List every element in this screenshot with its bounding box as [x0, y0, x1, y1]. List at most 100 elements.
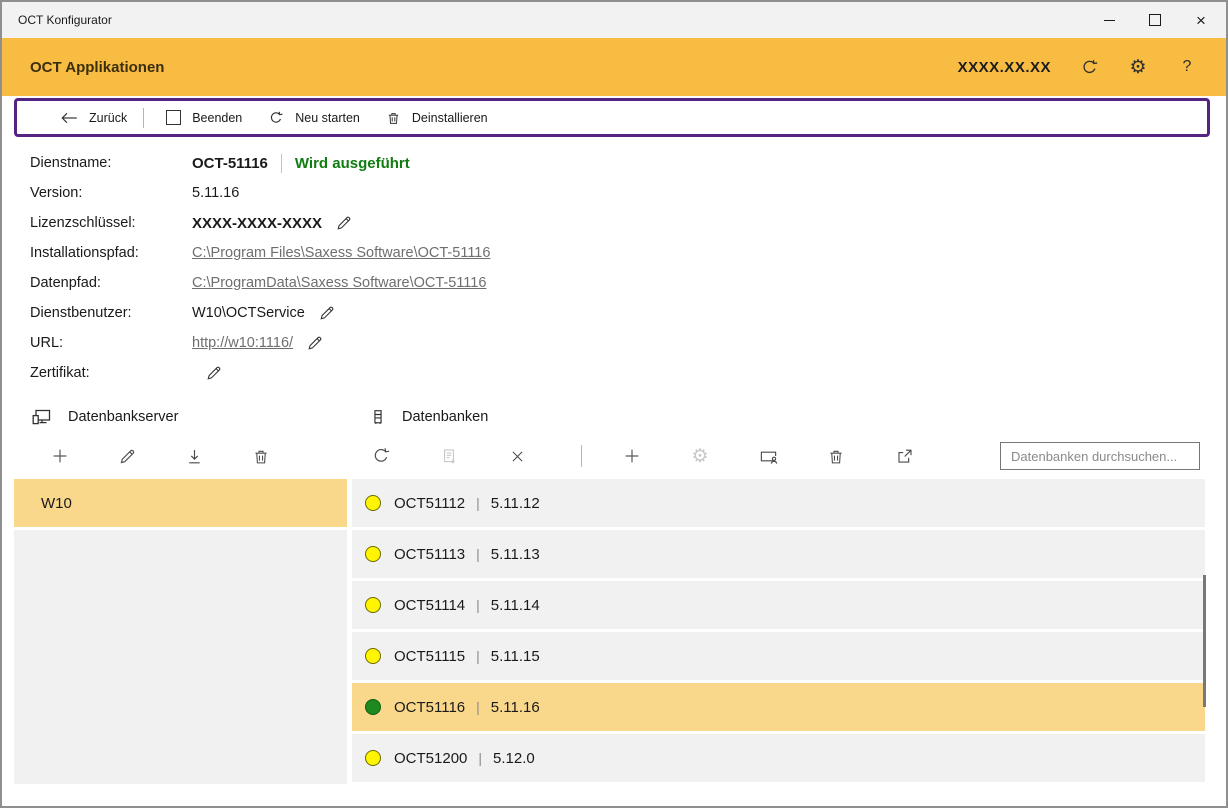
database-status-dot-yellow: [365, 597, 381, 613]
back-button[interactable]: Zurück: [61, 111, 127, 125]
name-version-divider: |: [476, 699, 480, 715]
help-icon[interactable]: ?: [1182, 58, 1192, 75]
database-name: OCT51114: [394, 596, 466, 614]
database-list-item[interactable]: OCT51112 | 5.11.12: [352, 479, 1205, 527]
database-version: 5.11.16: [490, 698, 540, 716]
maximize-icon: [1149, 14, 1161, 26]
detail-value: C:\ProgramData\Saxess Software\OCT-51116: [192, 275, 486, 291]
detail-label: Zertifikat:: [30, 365, 90, 381]
database-version: 5.11.15: [490, 647, 540, 665]
database-name: OCT51200: [394, 749, 468, 767]
detail-text: 5.11.16: [192, 185, 240, 201]
database-status-dot-yellow: [365, 648, 381, 664]
database-list-item[interactable]: OCT51114 | 5.11.14: [352, 581, 1205, 629]
maximize-button[interactable]: [1132, 2, 1178, 38]
detail-row: URL: http://w10:1116/: [30, 328, 490, 358]
delete-server-icon[interactable]: [248, 443, 274, 469]
delete-database-icon[interactable]: [823, 443, 849, 469]
database-list-item[interactable]: OCT51116 | 5.11.16: [352, 683, 1205, 731]
databases-panel-title: Datenbanken: [402, 409, 489, 425]
status-divider: [280, 153, 282, 173]
detail-label: Installationspfad:: [30, 245, 139, 261]
database-list: OCT51112 | 5.11.12 OCT51113 | 5.11.13 OCT51114…: [352, 478, 1205, 784]
database-list-item[interactable]: OCT51115 | 5.11.15: [352, 632, 1205, 680]
refresh-databases-icon[interactable]: [368, 443, 394, 469]
server-list-filler: [14, 530, 347, 784]
restart-service-button[interactable]: Neu starten: [268, 110, 360, 126]
close-button[interactable]: ×: [1178, 2, 1224, 38]
detail-text: OCT-51116: [192, 154, 268, 172]
share-database-icon[interactable]: [891, 443, 917, 469]
settings-gear-icon[interactable]: ⚙: [1129, 56, 1147, 78]
stop-service-button[interactable]: Beenden: [166, 110, 242, 125]
database-status-dot-green: [365, 699, 381, 715]
detail-text: W10\OCTService: [192, 305, 305, 321]
uninstall-label: Deinstallieren: [411, 110, 488, 125]
detail-label: Dienstname:: [30, 155, 112, 171]
command-bar-divider: [143, 107, 145, 128]
detail-row: Datenpfad: C:\ProgramData\Saxess Software…: [30, 268, 490, 298]
database-version: 5.12.0: [493, 749, 535, 767]
edit-pencil-icon[interactable]: [335, 214, 353, 232]
database-list-item[interactable]: OCT51113 | 5.11.13: [352, 530, 1205, 578]
app-header: OCT Applikationen XXXX.XX.XX ⚙ ?: [2, 38, 1226, 96]
detail-text: XXXX-XXXX-XXXX: [192, 214, 323, 232]
server-list-item[interactable]: W10: [14, 479, 347, 527]
detail-value: OCT-51116 Wird ausgeführt: [192, 153, 410, 173]
servers-panel-header: Datenbankserver: [14, 400, 347, 434]
databases-toolbar-divider: [581, 445, 582, 467]
databases-panel-header: Datenbanken: [352, 400, 1205, 434]
databases-toolbar: ⚙: [352, 434, 1205, 478]
detail-value: 5.11.16: [192, 185, 239, 201]
servers-panel-title: Datenbankserver: [68, 409, 179, 425]
database-list-item[interactable]: OCT51200 | 5.12.0: [352, 734, 1205, 782]
database-status-dot-yellow: [365, 495, 381, 511]
trash-icon: [388, 112, 399, 124]
edit-pencil-icon[interactable]: [306, 334, 324, 352]
report-export-icon-disabled[interactable]: [436, 443, 462, 469]
database-status-dot-yellow: [365, 546, 381, 562]
close-database-icon[interactable]: [504, 443, 530, 469]
detail-row: Zertifikat:: [30, 358, 490, 388]
app-version: XXXX.XX.XX: [957, 58, 1051, 76]
back-arrow-icon: [61, 112, 77, 123]
databases-panel: Datenbanken: [352, 400, 1205, 784]
detail-value: C:\Program Files\Saxess Software\OCT-511…: [192, 245, 490, 261]
service-status: Wird ausgeführt: [294, 154, 410, 172]
database-servers-panel: Datenbankserver: [14, 400, 347, 784]
search-databases-input[interactable]: [1000, 442, 1200, 470]
details-rows: Dienstname: OCT-51116 Wird ausgeführt Versi…: [30, 148, 490, 388]
detail-row: Installationspfad: C:\Program Files\Saxes…: [30, 238, 490, 268]
name-version-divider: |: [476, 648, 480, 664]
download-server-icon[interactable]: [181, 443, 207, 469]
database-rack-icon: [374, 410, 382, 424]
detail-label: Version:: [30, 185, 83, 201]
detail-link[interactable]: C:\ProgramData\Saxess Software\OCT-51116: [192, 275, 487, 291]
detail-link[interactable]: http://w10:1116/: [192, 335, 294, 351]
database-list-scrollbar[interactable]: [1203, 575, 1206, 707]
page-title: OCT Applikationen: [30, 58, 165, 76]
database-status-dot-yellow: [365, 750, 381, 766]
stop-icon: [166, 110, 182, 125]
database-settings-icon-disabled[interactable]: ⚙: [691, 445, 709, 467]
detail-link[interactable]: C:\Program Files\Saxess Software\OCT-511…: [192, 245, 491, 261]
database-name: OCT51113: [394, 545, 466, 563]
detail-row: Version: 5.11.16: [30, 178, 490, 208]
stop-label: Beenden: [192, 110, 243, 125]
uninstall-button[interactable]: Deinstallieren: [386, 110, 488, 126]
server-name: W10: [41, 494, 72, 512]
edit-pencil-icon[interactable]: [318, 304, 336, 322]
edit-pencil-icon[interactable]: [205, 364, 223, 382]
refresh-icon[interactable]: [1078, 56, 1100, 78]
edit-server-icon[interactable]: [114, 443, 140, 469]
window-title: OCT Konfigurator: [18, 13, 112, 27]
detail-value: XXXX-XXXX-XXXX: [192, 214, 353, 232]
database-permissions-icon[interactable]: [755, 443, 781, 469]
add-database-icon[interactable]: [619, 443, 645, 469]
add-server-icon[interactable]: [47, 443, 73, 469]
detail-label: Dienstbenutzer:: [30, 305, 132, 321]
detail-row: Dienstbenutzer: W10\OCTService: [30, 298, 490, 328]
minimize-button[interactable]: [1086, 2, 1132, 38]
header-actions: XXXX.XX.XX ⚙ ?: [958, 56, 1198, 78]
